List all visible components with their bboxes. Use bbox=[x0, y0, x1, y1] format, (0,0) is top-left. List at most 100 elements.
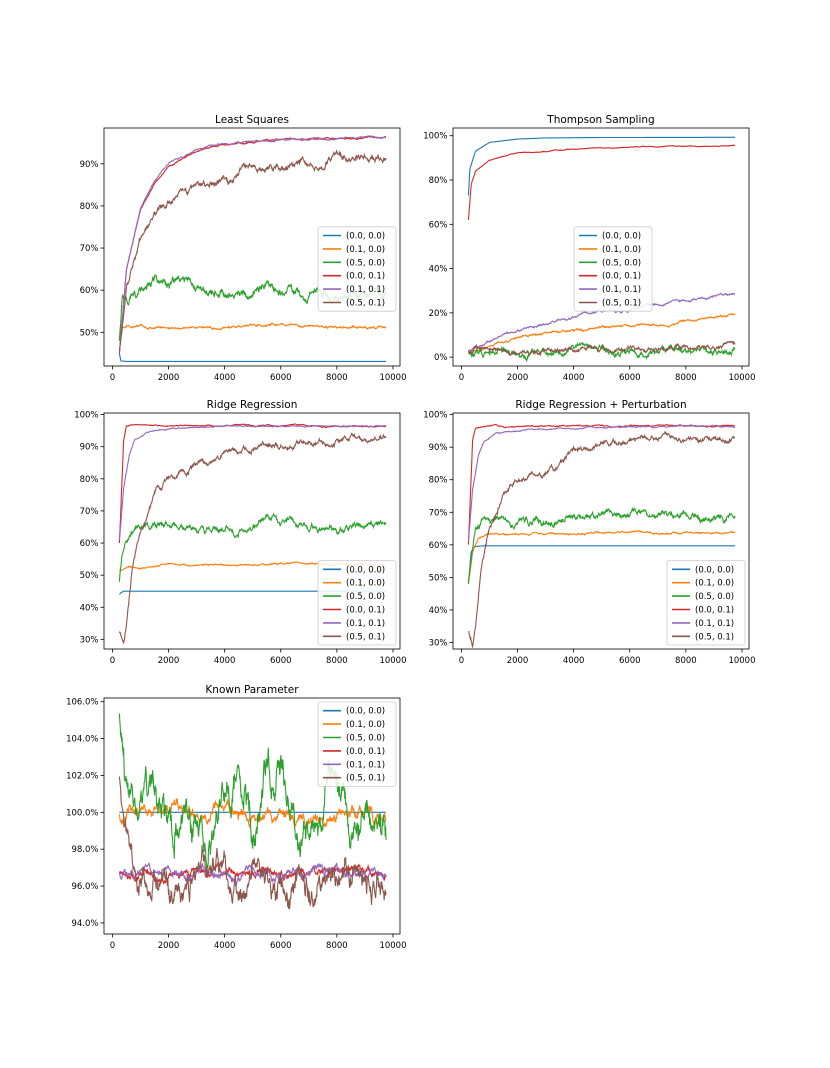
x-tick-label: 6000 bbox=[270, 941, 292, 951]
y-tick-label: 40% bbox=[80, 603, 99, 613]
x-tick-label: 0 bbox=[459, 656, 464, 666]
series-line bbox=[118, 861, 387, 885]
legend-label: (0.1, 0.1) bbox=[346, 285, 385, 295]
x-tick-label: 4000 bbox=[214, 373, 236, 383]
series-line bbox=[118, 135, 386, 354]
y-tick-label: 30% bbox=[80, 635, 99, 645]
y-tick-label: 100% bbox=[423, 411, 447, 421]
y-tick-label: 30% bbox=[429, 638, 448, 648]
legend-label: (0.1, 0.1) bbox=[346, 760, 385, 770]
x-tick-label: 10000 bbox=[379, 656, 406, 666]
plot-area bbox=[467, 136, 736, 362]
legend: (0.0, 0.0) (0.1, 0.0) (0.5, 0.0) (0.0, 0.1)… bbox=[317, 226, 397, 312]
y-tick-label: 94.0% bbox=[71, 919, 98, 929]
plot-area bbox=[467, 423, 736, 648]
legend: (0.0, 0.0) (0.1, 0.0) (0.5, 0.0) (0.0, 0.1)… bbox=[317, 701, 397, 787]
legend-label: (0.0, 0.1) bbox=[602, 272, 641, 282]
legend-label: (0.0, 0.1) bbox=[346, 606, 385, 616]
legend-label: (0.5, 0.0) bbox=[602, 258, 641, 268]
y-tick-label: 50% bbox=[80, 571, 99, 581]
x-tick-label: 6000 bbox=[619, 656, 641, 666]
legend: (0.0, 0.0) (0.1, 0.0) (0.5, 0.0) (0.0, 0.1)… bbox=[573, 226, 653, 312]
y-tick-label: 102.0% bbox=[66, 771, 98, 781]
axes-frame bbox=[103, 697, 401, 935]
panel-known-parameter: Known Parameter 0 2000 4000 6000 8000 10000 94… bbox=[66, 684, 406, 951]
x-tick-label: 0 bbox=[110, 656, 115, 666]
y-tick-label: 40% bbox=[429, 606, 448, 616]
x-tick-label: 4000 bbox=[214, 941, 236, 951]
legend-label: (0.5, 0.0) bbox=[346, 592, 385, 602]
y-tick-label: 60% bbox=[429, 220, 448, 230]
y-tick-label: 90% bbox=[80, 443, 99, 453]
y-tick-label: 50% bbox=[429, 573, 448, 583]
series-line bbox=[468, 430, 736, 648]
legend-label: (0.0, 0.1) bbox=[346, 272, 385, 282]
x-tick-label: 8000 bbox=[675, 373, 697, 383]
chart-title: Least Squares bbox=[215, 114, 289, 126]
legend-label: (0.1, 0.1) bbox=[695, 619, 734, 629]
legend-label: (0.0, 0.0) bbox=[602, 232, 641, 242]
series-line bbox=[118, 713, 387, 870]
y-tick-label: 70% bbox=[80, 507, 99, 517]
legend-label: (0.1, 0.1) bbox=[602, 285, 641, 295]
plot-area bbox=[118, 135, 387, 362]
series-line bbox=[467, 506, 736, 584]
x-tick-label: 8000 bbox=[326, 656, 348, 666]
x-tick-label: 4000 bbox=[214, 656, 236, 666]
x-tick-label: 6000 bbox=[270, 373, 292, 383]
series-line bbox=[118, 776, 387, 910]
legend-label: (0.0, 0.1) bbox=[346, 747, 385, 757]
x-tick-label: 2000 bbox=[158, 656, 180, 666]
x-tick-label: 2000 bbox=[507, 656, 529, 666]
series-line bbox=[467, 292, 736, 352]
y-tick-label: 50% bbox=[80, 328, 99, 338]
y-tick-label: 80% bbox=[429, 176, 448, 186]
series-line bbox=[468, 340, 736, 357]
y-tick-label: 60% bbox=[80, 286, 99, 296]
chart-title: Known Parameter bbox=[205, 684, 299, 696]
y-tick-label: 100.0% bbox=[66, 808, 98, 818]
y-tick-label: 60% bbox=[429, 541, 448, 551]
y-tick-label: 100% bbox=[74, 411, 98, 421]
legend-label: (0.0, 0.0) bbox=[346, 707, 385, 717]
legend-label: (0.5, 0.1) bbox=[346, 632, 385, 642]
legend-box bbox=[317, 701, 397, 787]
legend-label: (0.5, 0.1) bbox=[346, 774, 385, 784]
legend-label: (0.5, 0.0) bbox=[346, 258, 385, 268]
y-tick-label: 60% bbox=[80, 539, 99, 549]
chart-title: Thompson Sampling bbox=[546, 114, 654, 126]
series-line bbox=[118, 353, 386, 362]
y-tick-label: 100% bbox=[423, 132, 447, 142]
series-line bbox=[467, 312, 736, 354]
series-line bbox=[467, 423, 736, 545]
x-tick-label: 6000 bbox=[619, 373, 641, 383]
legend-label: (0.0, 0.0) bbox=[346, 232, 385, 242]
axes-frame bbox=[452, 412, 750, 650]
axes-frame bbox=[452, 127, 750, 367]
legend-label: (0.0, 0.1) bbox=[695, 606, 734, 616]
legend-label: (0.5, 0.0) bbox=[346, 734, 385, 744]
x-tick-label: 0 bbox=[110, 941, 115, 951]
y-tick-label: 40% bbox=[429, 265, 448, 275]
plot-area bbox=[118, 713, 387, 910]
x-tick-label: 4000 bbox=[563, 656, 585, 666]
legend: (0.0, 0.0) (0.1, 0.0) (0.5, 0.0) (0.0, 0.1)… bbox=[317, 560, 397, 646]
chart-title: Ridge Regression + Perturbation bbox=[515, 399, 686, 411]
y-tick-label: 0% bbox=[434, 353, 448, 363]
legend-box bbox=[573, 226, 653, 312]
y-tick-label: 80% bbox=[80, 202, 99, 212]
x-tick-label: 0 bbox=[110, 373, 115, 383]
legend-label: (0.1, 0.0) bbox=[346, 579, 385, 589]
legend-box bbox=[317, 226, 397, 312]
y-tick-label: 104.0% bbox=[66, 735, 98, 745]
y-tick-label: 90% bbox=[80, 160, 99, 170]
legend-label: (0.1, 0.1) bbox=[346, 619, 385, 629]
series-line bbox=[118, 322, 387, 341]
x-tick-label: 2000 bbox=[507, 373, 529, 383]
y-tick-label: 70% bbox=[429, 508, 448, 518]
legend-box bbox=[317, 560, 397, 646]
legend-label: (0.1, 0.0) bbox=[346, 720, 385, 730]
y-tick-label: 70% bbox=[80, 244, 99, 254]
x-tick-label: 10000 bbox=[728, 656, 755, 666]
